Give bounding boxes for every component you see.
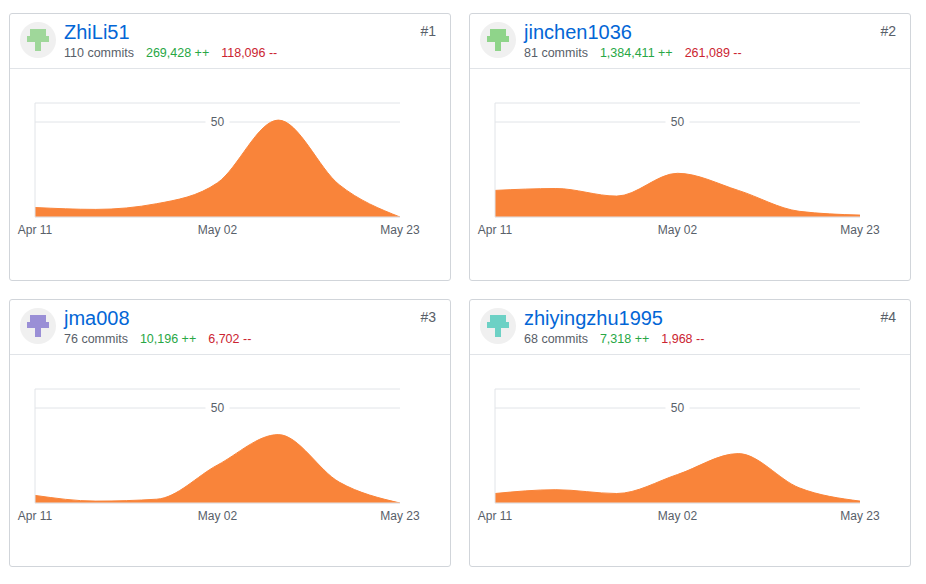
svg-text:50: 50 xyxy=(671,115,685,129)
svg-text:Apr 11: Apr 11 xyxy=(478,223,513,237)
html-text:76 commits: 76 commits xyxy=(64,332,128,346)
html-text:81 commits: 81 commits xyxy=(524,46,588,60)
html-text:ZhiLi51: ZhiLi51 xyxy=(64,21,130,43)
html-text:1,968 --: 1,968 -- xyxy=(661,332,705,346)
svg-text:May 23: May 23 xyxy=(380,223,420,237)
html-text:1,384,411 ++: 1,384,411 ++ xyxy=(599,46,673,60)
svg-text:50: 50 xyxy=(211,115,225,129)
svg-text:Apr 11: Apr 11 xyxy=(18,223,53,237)
html-text:#4: #4 xyxy=(880,309,896,325)
html-text:#2: #2 xyxy=(880,23,896,39)
html-text:jma008: jma008 xyxy=(64,307,130,329)
html-text:#3: #3 xyxy=(420,309,436,325)
svg-text:May 23: May 23 xyxy=(840,509,880,523)
html-text:68 commits: 68 commits xyxy=(524,332,588,346)
html-text:10,196 ++: 10,196 ++ xyxy=(139,332,197,346)
html-text:110 commits: 110 commits xyxy=(64,46,134,60)
svg-text:Apr 11: Apr 11 xyxy=(18,509,53,523)
html-text:6,702 --: 6,702 -- xyxy=(208,332,252,346)
html-text:zhiyingzhu1995: zhiyingzhu1995 xyxy=(524,307,663,329)
html-text:261,089 --: 261,089 -- xyxy=(684,46,742,60)
html-text:7,318 ++: 7,318 ++ xyxy=(599,332,650,346)
svg-text:50: 50 xyxy=(211,401,225,415)
svg-text:May 02: May 02 xyxy=(198,509,238,523)
svg-text:May 02: May 02 xyxy=(658,223,698,237)
html-text:jinchen1036: jinchen1036 xyxy=(524,21,632,43)
svg-text:Apr 11: Apr 11 xyxy=(478,509,513,523)
svg-text:May 23: May 23 xyxy=(840,223,880,237)
html-text:269,428 ++: 269,428 ++ xyxy=(145,46,210,60)
html-text:118,096 --: 118,096 -- xyxy=(221,46,278,60)
svg-text:50: 50 xyxy=(671,401,685,415)
svg-text:May 02: May 02 xyxy=(198,223,238,237)
svg-text:May 23: May 23 xyxy=(380,509,420,523)
html-text:#1: #1 xyxy=(420,23,436,39)
svg-text:May 02: May 02 xyxy=(658,509,698,523)
